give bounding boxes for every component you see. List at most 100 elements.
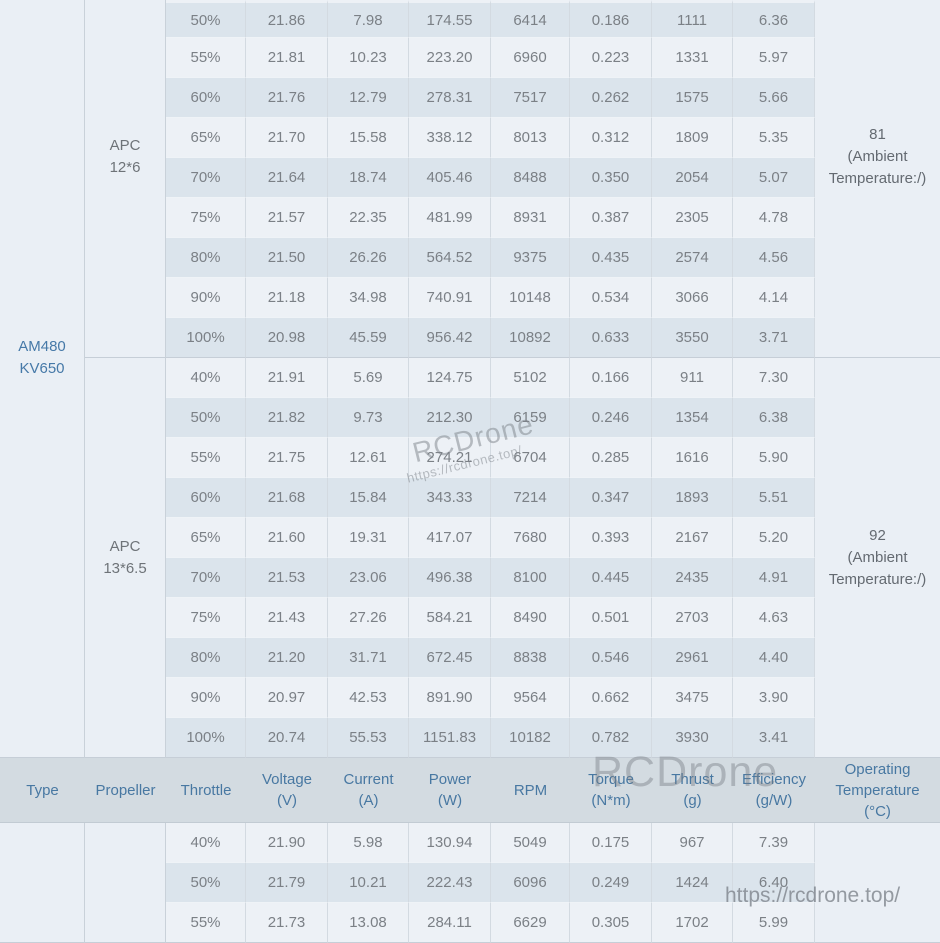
cell-throttle: 60% <box>166 78 246 118</box>
cell-power: 130.94 <box>409 823 491 863</box>
cell-throttle: 75% <box>166 598 246 638</box>
cell-throttle: 75% <box>166 198 246 238</box>
cell-power: 584.21 <box>409 598 491 638</box>
text-line: Temperature:/) <box>828 169 927 187</box>
cell-torque: 0.546 <box>570 638 652 678</box>
cell-voltage: 21.79 <box>246 863 328 903</box>
cell-throttle: 55% <box>166 38 246 78</box>
cell-voltage: 21.91 <box>246 358 328 398</box>
cell-rpm: 8931 <box>491 198 570 238</box>
cell-efficiency: 7.39 <box>733 823 815 863</box>
text-line: (V) <box>277 792 297 809</box>
cell-efficiency: 5.07 <box>733 158 815 198</box>
cell-efficiency: 7.30 <box>733 358 815 398</box>
cell-current: 23.06 <box>328 558 409 598</box>
cell-throttle: 90% <box>166 678 246 718</box>
cell-thrust: 3550 <box>652 318 733 358</box>
cell-current: 34.98 <box>328 278 409 318</box>
cell-voltage: 21.75 <box>246 438 328 478</box>
cell-current: 19.31 <box>328 518 409 558</box>
cell-power: 417.07 <box>409 518 491 558</box>
cell-power: 740.91 <box>409 278 491 318</box>
cell-throttle: 55% <box>166 903 246 943</box>
cell-thrust: 3930 <box>652 718 733 758</box>
text-line: APC <box>109 136 141 154</box>
text-line: Thrust <box>671 771 714 788</box>
temperature-cell: 92 (Ambient Temperature:/) <box>815 358 940 758</box>
table-row: 100% 20.98 45.59 956.42 10892 0.633 3550 3.71 <box>0 318 940 358</box>
cell-voltage: 20.98 <box>246 318 328 358</box>
header-efficiency: Efficiency (g/W) <box>733 758 815 823</box>
cell-power: 212.30 <box>409 398 491 438</box>
cell-torque: 0.249 <box>570 863 652 903</box>
text-line: Operating <box>844 760 911 778</box>
cell-power: 672.45 <box>409 638 491 678</box>
cell-thrust: 2167 <box>652 518 733 558</box>
cell-throttle: 65% <box>166 118 246 158</box>
cell-voltage: 21.20 <box>246 638 328 678</box>
cell-efficiency: 6.40 <box>733 863 815 903</box>
text-line: (N*m) <box>591 792 631 809</box>
cell-current: 18.74 <box>328 158 409 198</box>
cell-current: 45.59 <box>328 318 409 358</box>
text-line: (°C) <box>864 802 891 820</box>
cell-torque: 0.166 <box>570 358 652 398</box>
cell-current: 7.98 <box>328 0 409 38</box>
cell-thrust: 2054 <box>652 158 733 198</box>
cell-throttle: 70% <box>166 158 246 198</box>
cell-torque: 0.262 <box>570 78 652 118</box>
cell-voltage: 21.64 <box>246 158 328 198</box>
cell-throttle: 55% <box>166 438 246 478</box>
cell-efficiency: 5.97 <box>733 38 815 78</box>
cell-thrust: 3475 <box>652 678 733 718</box>
table-row: 80% 21.50 26.26 564.52 9375 0.435 2574 4.56 <box>0 238 940 278</box>
cell-efficiency: 4.56 <box>733 238 815 278</box>
cell-rpm: 6629 <box>491 903 570 943</box>
cell-current: 26.26 <box>328 238 409 278</box>
cell-torque: 0.347 <box>570 478 652 518</box>
cell-power: 284.11 <box>409 903 491 943</box>
cell-throttle: 100% <box>166 318 246 358</box>
cell-efficiency: 4.78 <box>733 198 815 238</box>
text-line: 92 <box>869 526 886 544</box>
text-line: (g/W) <box>755 792 793 809</box>
table-row: 75% 21.43 27.26 584.21 8490 0.501 2703 4.63 <box>0 598 940 638</box>
cell-throttle: 40% <box>166 823 246 863</box>
cell-throttle: 50% <box>166 398 246 438</box>
cell-torque: 0.633 <box>570 318 652 358</box>
text-line: Temperature:/) <box>828 570 927 588</box>
text-line: (Ambient <box>847 548 908 566</box>
cell-voltage: 21.50 <box>246 238 328 278</box>
cell-efficiency: 4.91 <box>733 558 815 598</box>
cell-rpm: 7680 <box>491 518 570 558</box>
cell-throttle: 50% <box>166 863 246 903</box>
text-line: Type <box>26 781 59 799</box>
cell-power: 1151.83 <box>409 718 491 758</box>
cell-efficiency: 5.20 <box>733 518 815 558</box>
cell-thrust: 2435 <box>652 558 733 598</box>
text-line: RPM <box>513 781 548 799</box>
cell-torque: 0.387 <box>570 198 652 238</box>
table-row: 65% 21.60 19.31 417.07 7680 0.393 2167 5.20 <box>0 518 940 558</box>
table-row: 70% 21.53 23.06 496.38 8100 0.445 2435 4.91 <box>0 558 940 598</box>
cell-thrust: 1575 <box>652 78 733 118</box>
cell-thrust: 2305 <box>652 198 733 238</box>
cell-current: 22.35 <box>328 198 409 238</box>
cell-throttle: 70% <box>166 558 246 598</box>
cell-power: 891.90 <box>409 678 491 718</box>
table-row: AM480 KV650 APC 12*6 50% 21.86 7.98 174.55 6414 0… <box>0 0 940 758</box>
cell-throttle: 100% <box>166 718 246 758</box>
text-line: (g) <box>683 792 702 809</box>
cell-torque: 0.435 <box>570 238 652 278</box>
text-line: (A) <box>358 792 379 809</box>
cell-efficiency: 3.90 <box>733 678 815 718</box>
table-row: 80% 21.20 31.71 672.45 8838 0.546 2961 4.40 <box>0 638 940 678</box>
cell-rpm: 6704 <box>491 438 570 478</box>
header-propeller: Propeller <box>85 758 166 823</box>
header-thrust: Thrust (g) <box>652 758 733 823</box>
cell-current: 12.79 <box>328 78 409 118</box>
cell-throttle: 90% <box>166 278 246 318</box>
cell-thrust: 967 <box>652 823 733 863</box>
